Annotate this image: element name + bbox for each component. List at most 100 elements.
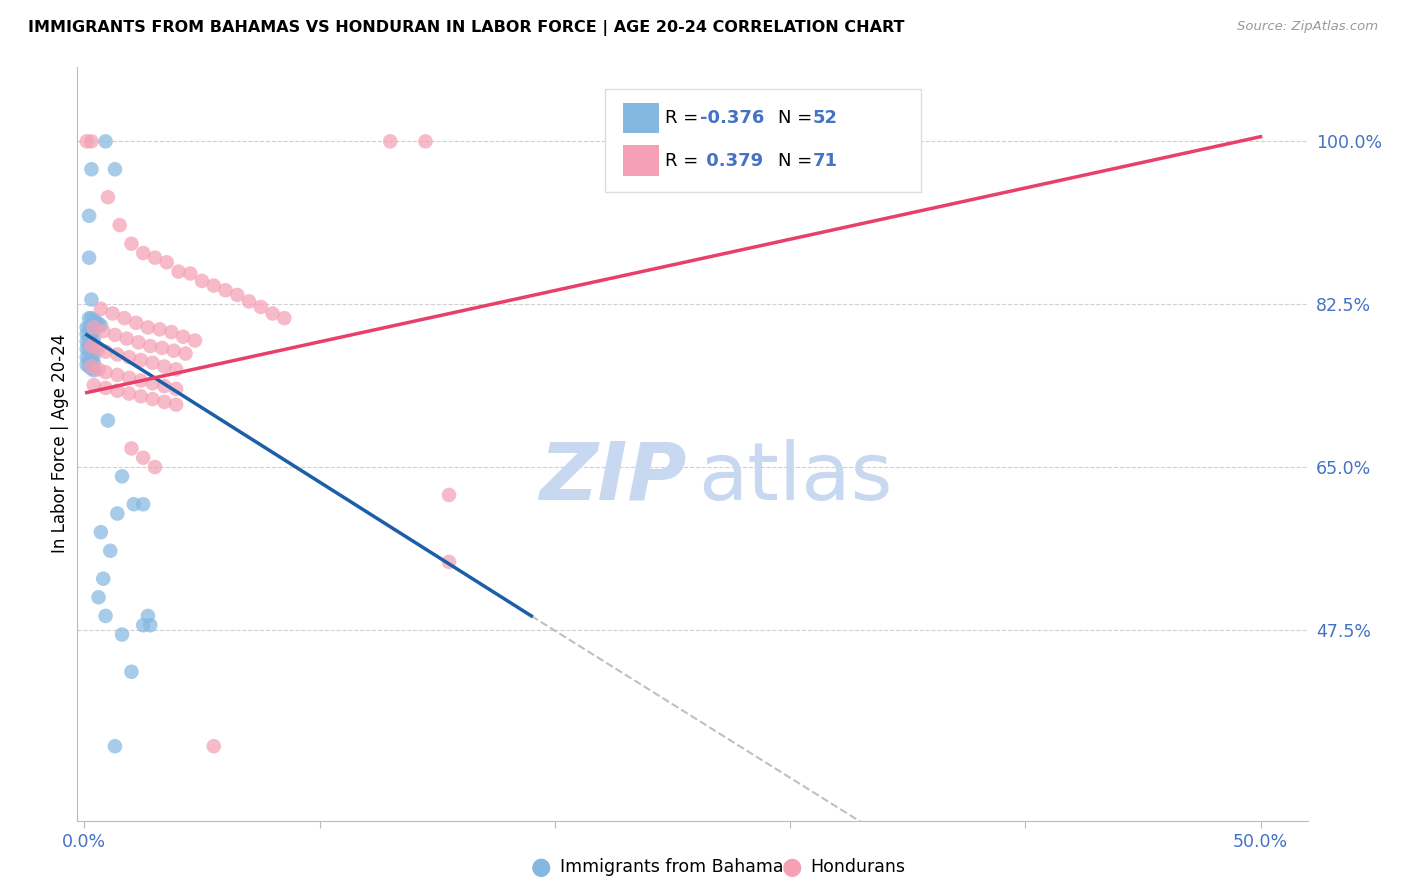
Point [112,311,135,326]
Point [142,356,165,370]
Point [165,362,187,376]
Point [80,359,103,374]
Point [76,342,98,356]
Point [179,267,201,281]
Point [90,301,112,316]
Text: -0.376: -0.376 [700,109,765,127]
Point [94,381,117,395]
Point [94,344,117,359]
Point [129,374,152,388]
Point [80,162,103,177]
Point [80,311,103,326]
Point [153,359,176,374]
Point [249,300,271,314]
Point [150,341,173,355]
Point [94,365,117,379]
Text: 0.379: 0.379 [700,152,763,169]
Point [184,334,207,348]
Point [77,209,100,223]
Point [77,343,100,358]
Point [111,627,134,641]
Point [165,382,187,396]
Point [202,278,225,293]
Point [80,354,103,368]
Point [105,384,128,398]
Point [76,320,98,334]
Point [83,378,105,392]
Point [94,134,117,148]
Point [127,335,149,350]
Point [136,320,159,334]
Point [238,294,260,309]
Point [415,134,437,148]
Point [132,497,155,511]
Point [77,251,100,265]
Point [120,236,142,251]
Point [262,306,284,320]
Point [80,134,103,148]
Point [132,450,155,465]
Point [142,376,165,391]
Text: Source: ZipAtlas.com: Source: ZipAtlas.com [1237,20,1378,33]
Point [214,283,236,297]
Point [76,334,98,349]
Point [122,497,145,511]
Text: ZIP: ZIP [538,439,686,516]
Point [94,608,117,623]
Point [118,350,141,364]
Point [83,324,105,338]
Point [132,246,155,260]
Point [80,361,103,376]
Y-axis label: In Labor Force | Age 20-24: In Labor Force | Age 20-24 [51,334,69,553]
Point [105,368,128,382]
Point [132,618,155,632]
Point [118,386,141,401]
Point [160,325,183,339]
Point [91,324,114,338]
Point [76,326,98,341]
Point [129,389,152,403]
Point [83,313,105,327]
Point [80,331,103,345]
Point [139,618,162,632]
Point [77,352,100,367]
Point [83,348,105,362]
Text: 71: 71 [813,152,838,169]
Text: R =: R = [665,109,704,127]
Point [77,359,100,374]
Text: R =: R = [665,152,704,169]
Point [77,328,100,343]
Point [83,320,105,334]
Point [153,379,176,393]
Point [172,330,194,344]
Point [87,342,110,356]
Point [437,555,460,569]
Point [83,340,105,354]
Text: IMMIGRANTS FROM BAHAMAS VS HONDURAN IN LABOR FORCE | AGE 20-24 CORRELATION CHART: IMMIGRANTS FROM BAHAMAS VS HONDURAN IN L… [28,20,904,36]
Point [105,347,128,361]
Point [139,339,162,353]
Point [143,251,166,265]
Point [202,739,225,754]
Text: Immigrants from Bahamas: Immigrants from Bahamas [560,858,792,876]
Point [149,322,172,336]
Point [77,320,100,334]
Point [105,507,128,521]
Point [120,442,142,456]
Point [87,362,110,376]
Point [83,356,105,370]
Point [125,316,148,330]
Point [90,525,112,540]
Point [191,274,214,288]
Point [104,739,127,754]
Point [108,218,131,232]
Point [142,392,165,406]
Point [118,370,141,384]
Text: N =: N = [778,109,817,127]
Point [104,327,127,342]
Point [380,134,402,148]
Point [174,346,197,360]
Point [77,336,100,351]
Point [156,255,179,269]
Point [101,306,124,320]
